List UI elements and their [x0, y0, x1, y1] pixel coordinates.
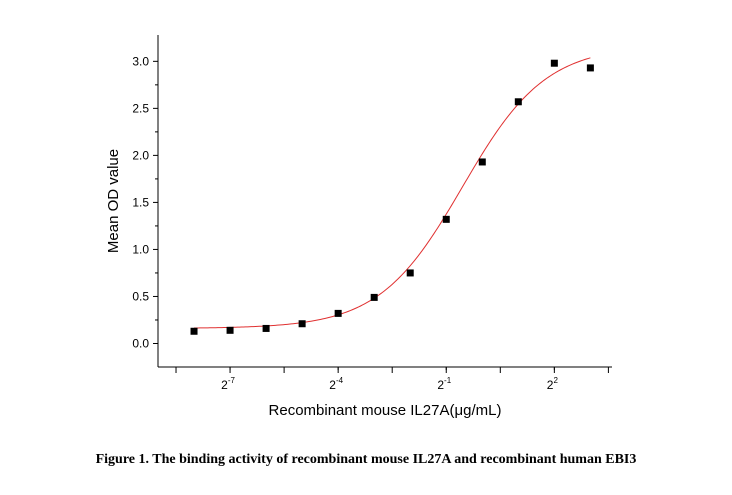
x-tick-label: 2-1 [437, 376, 451, 392]
data-point [406, 269, 414, 277]
y-tick-label: 2.5 [132, 101, 149, 115]
fit-curve [194, 57, 591, 329]
data-point [226, 326, 234, 334]
y-tick-label: 0.0 [132, 336, 149, 350]
x-axis-title: Recombinant mouse IL27A(μg/mL) [269, 402, 502, 419]
x-tick-label: 2-4 [329, 376, 343, 392]
data-point [370, 293, 378, 301]
figure-caption: Figure 1. The binding activity of recomb… [95, 452, 637, 467]
data-point [442, 215, 450, 223]
data-point [262, 324, 270, 332]
x-tick-label: 2-7 [221, 376, 235, 392]
y-tick-label: 2.0 [132, 148, 149, 162]
data-point [478, 158, 486, 166]
data-point [334, 309, 342, 317]
y-tick-label: 3.0 [132, 54, 149, 68]
data-point [586, 64, 594, 72]
y-tick-label: 1.0 [132, 242, 149, 256]
data-point [298, 320, 306, 328]
fit-curve-layer [194, 57, 591, 329]
axes: 0.0 0.5 1.0 1.5 2.0 2.5 3.0 2-7 2-4 2-1 22 [132, 35, 612, 392]
y-tick-label: 0.5 [132, 289, 149, 303]
y-tick-label: 1.5 [132, 195, 149, 209]
data-point [514, 98, 522, 106]
data-point [550, 59, 558, 67]
axis-labels-layer: Recombinant mouse IL27A(μg/mL) Mean OD va… [105, 149, 501, 419]
data-point [190, 327, 198, 335]
x-tick-label: 22 [547, 376, 559, 392]
y-axis-title: Mean OD value [105, 149, 122, 253]
data-points-layer [190, 59, 594, 335]
